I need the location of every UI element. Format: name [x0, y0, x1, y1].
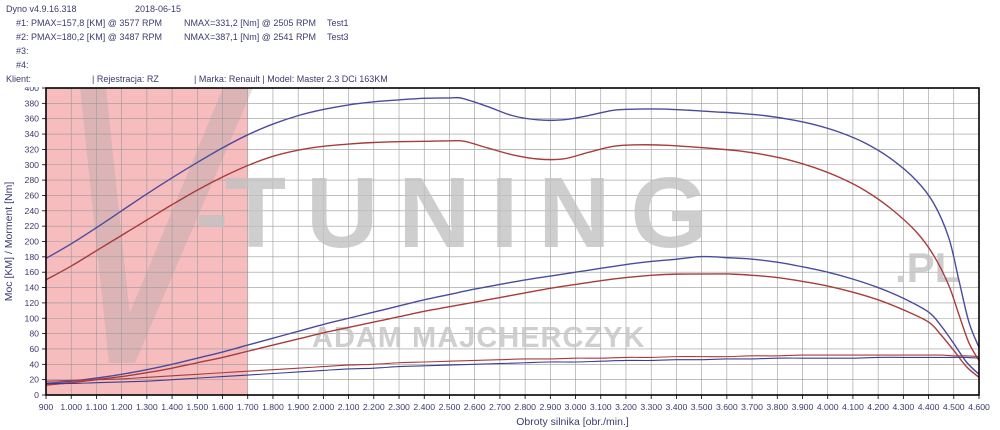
svg-text:1.900: 1.900 [287, 402, 309, 412]
svg-text:1.500: 1.500 [186, 402, 208, 412]
svg-text:3.100: 3.100 [590, 402, 612, 412]
svg-text:140: 140 [25, 283, 40, 293]
svg-text:4.200: 4.200 [867, 402, 889, 412]
svg-text:20: 20 [29, 375, 39, 385]
svg-text:160: 160 [25, 267, 40, 277]
svg-text:2.700: 2.700 [489, 402, 511, 412]
svg-text:340: 340 [25, 129, 40, 139]
svg-text:1.800: 1.800 [262, 402, 284, 412]
svg-text:3.900: 3.900 [792, 402, 814, 412]
svg-text:4.300: 4.300 [892, 402, 914, 412]
svg-text:3.200: 3.200 [615, 402, 637, 412]
svg-text:80: 80 [29, 329, 39, 339]
svg-text:3.500: 3.500 [691, 402, 713, 412]
svg-text:320: 320 [25, 144, 40, 154]
svg-text:3.300: 3.300 [640, 402, 662, 412]
svg-text:2.200: 2.200 [363, 402, 385, 412]
svg-text:2.400: 2.400 [413, 402, 435, 412]
svg-text:300: 300 [25, 160, 40, 170]
svg-text:4.100: 4.100 [842, 402, 864, 412]
svg-text:ADAM MAJCHERCZYK: ADAM MAJCHERCZYK [312, 322, 645, 354]
svg-text:2.600: 2.600 [464, 402, 486, 412]
svg-text:60: 60 [29, 344, 39, 354]
svg-text:360: 360 [25, 114, 40, 124]
svg-text:1.200: 1.200 [111, 402, 133, 412]
svg-text:4.500: 4.500 [943, 402, 965, 412]
svg-text:Moc [KM] / Morment [Nm]: Moc [KM] / Morment [Nm] [3, 182, 15, 302]
svg-text:120: 120 [25, 298, 40, 308]
svg-text:1.000: 1.000 [60, 402, 82, 412]
svg-text:2.900: 2.900 [539, 402, 561, 412]
svg-text:.PL: .PL [895, 244, 960, 291]
svg-text:400: 400 [25, 87, 40, 93]
svg-text:100: 100 [25, 313, 40, 323]
svg-text:2.500: 2.500 [439, 402, 461, 412]
svg-text:1.100: 1.100 [86, 402, 108, 412]
svg-text:380: 380 [25, 98, 40, 108]
svg-text:220: 220 [25, 221, 40, 231]
svg-text:3.800: 3.800 [766, 402, 788, 412]
svg-text:2.300: 2.300 [388, 402, 410, 412]
svg-text:1.600: 1.600 [212, 402, 234, 412]
svg-text:3.700: 3.700 [741, 402, 763, 412]
svg-text:200: 200 [25, 237, 40, 247]
svg-text:900: 900 [39, 402, 54, 412]
svg-text:180: 180 [25, 252, 40, 262]
svg-text:260: 260 [25, 190, 40, 200]
svg-text:2.100: 2.100 [338, 402, 360, 412]
svg-text:4.400: 4.400 [918, 402, 940, 412]
svg-text:TUNING: TUNING [225, 157, 728, 269]
svg-text:1.300: 1.300 [136, 402, 158, 412]
svg-text:1.700: 1.700 [237, 402, 259, 412]
svg-text:4.600: 4.600 [968, 402, 990, 412]
svg-text:280: 280 [25, 175, 40, 185]
svg-text:Obroty silnika [obr./min.]: Obroty silnika [obr./min.] [516, 416, 629, 428]
svg-text:3.000: 3.000 [565, 402, 587, 412]
svg-text:240: 240 [25, 206, 40, 216]
svg-text:2.000: 2.000 [313, 402, 335, 412]
svg-text:3.600: 3.600 [716, 402, 738, 412]
svg-text:2.800: 2.800 [514, 402, 536, 412]
svg-text:0: 0 [34, 390, 39, 400]
svg-text:4.000: 4.000 [817, 402, 839, 412]
svg-text:3.400: 3.400 [666, 402, 688, 412]
svg-text:40: 40 [29, 359, 39, 369]
svg-text:1.400: 1.400 [161, 402, 183, 412]
